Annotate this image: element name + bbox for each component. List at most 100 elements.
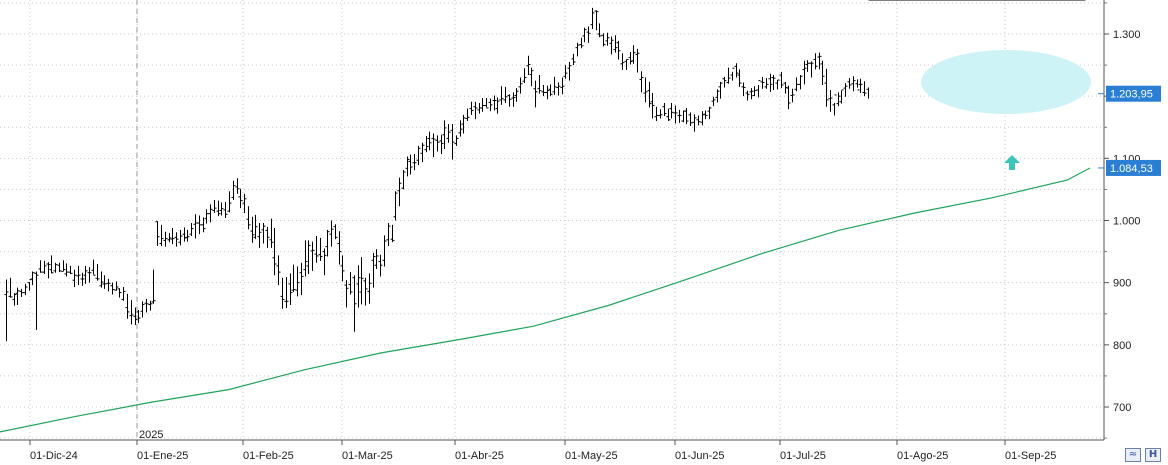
ohlc-bar: [813, 53, 818, 70]
ohlc-bar: [741, 82, 746, 97]
ohlc-bar: [155, 221, 160, 246]
ohlc-bar: [393, 191, 398, 221]
save-icon[interactable]: H: [1145, 448, 1161, 462]
ohlc-bar: [643, 77, 648, 103]
ohlc-bar: [333, 224, 338, 240]
ohlc-bar: [700, 111, 705, 126]
ohlc-bar: [492, 95, 497, 111]
ohlc-bar: [8, 277, 13, 298]
y-tick-label: 700: [1113, 402, 1131, 414]
ohlc-bar: [824, 68, 829, 107]
ohlc-bar: [227, 191, 232, 213]
ohlc-bar: [170, 227, 175, 245]
ohlc-bar: [461, 114, 466, 134]
ohlc-bar: [189, 222, 194, 237]
ohlc-bar: [121, 287, 126, 301]
ohlc-bar: [601, 33, 606, 47]
ohlc-bar: [469, 101, 474, 115]
ohlc-bar: [269, 218, 274, 248]
ohlc-bar: [250, 216, 255, 243]
ohlc-bar: [80, 272, 85, 286]
ohlc-bar: [654, 106, 659, 122]
ohlc-bar: [839, 89, 844, 104]
price-tags: 1.203,95 1.084,53: [1098, 85, 1161, 176]
ohlc-bar: [473, 101, 478, 120]
ohlc-bar: [136, 310, 141, 324]
ohlc-bar: [197, 215, 202, 235]
ohlc-bar: [790, 88, 795, 103]
ohlc-bar: [325, 229, 330, 257]
ohlc-bar: [253, 214, 258, 240]
ohlc-bar: [435, 135, 440, 152]
ohlc-bar: [42, 260, 47, 274]
ohlc-bar: [650, 93, 655, 119]
ohlc-bar: [208, 204, 213, 223]
ohlc-bar: [91, 259, 96, 276]
ohlc-bar: [677, 109, 682, 123]
ohlc-bar: [95, 264, 100, 281]
chart-type-button[interactable]: ≈: [1125, 448, 1141, 462]
ohlc-bar: [563, 65, 568, 79]
ohlc-bar: [367, 273, 372, 304]
ohlc-bar: [99, 271, 104, 288]
year-label: 2025: [139, 429, 163, 441]
ohlc-bar: [12, 293, 17, 306]
ohlc-bar: [110, 282, 115, 295]
ohlc-bar: [817, 52, 822, 70]
ohlc-bar: [582, 27, 587, 43]
ohlc-bar: [805, 60, 810, 72]
ohlc-bar: [631, 45, 636, 64]
ohlc-bar: [46, 262, 51, 279]
ohlc-bar: [480, 98, 485, 112]
ohlc-bar: [450, 124, 455, 160]
ohlc-bar: [779, 71, 784, 89]
ohlc-bar: [851, 76, 856, 92]
price-tag: 1.084,53: [1098, 159, 1161, 176]
ohlc-bar: [514, 88, 519, 102]
ohlc-bar: [322, 248, 327, 276]
ohlc-bar: [620, 53, 625, 71]
gridlines: [0, 0, 1104, 440]
ohlc-bar: [832, 94, 837, 116]
ohlc-bar: [27, 279, 32, 291]
ohlc-bar: [30, 271, 35, 286]
ohlc-bar: [378, 254, 383, 277]
ohlc-bar: [284, 277, 289, 309]
ohlc-bar: [306, 240, 311, 274]
ohlc-bar: [866, 0, 871, 99]
highlight-ellipse: [921, 50, 1091, 114]
ohlc-bar: [446, 124, 451, 143]
ohlc-bar: [129, 300, 134, 325]
ohlc-bar: [216, 200, 221, 217]
x-tick-label: 01-Ene-25: [137, 450, 188, 462]
ohlc-bar: [291, 264, 296, 292]
ohlc-bar: [734, 63, 739, 78]
ohlc-bar: [61, 260, 66, 272]
ohlc-bar: [579, 37, 584, 49]
ohlc-bar: [314, 236, 319, 263]
ohlc-bar: [72, 269, 77, 288]
ohlc-bar: [609, 36, 614, 55]
ohlc-bar: [193, 214, 198, 239]
ohlc-bar: [507, 94, 512, 107]
ohlc-bar: [715, 89, 720, 103]
ohlc-bar: [303, 240, 308, 277]
ohlc-bar: [424, 135, 429, 153]
ohlc-bar: [749, 88, 754, 100]
ohlc-bar: [855, 79, 860, 91]
ohlc-bar: [594, 10, 599, 31]
ohlc-bar: [280, 277, 285, 309]
ohlc-bar: [639, 71, 644, 93]
ohlc-bar: [235, 178, 240, 194]
ohlc-bar: [276, 255, 281, 286]
ohlc-bar: [454, 135, 459, 146]
ohlc-bar: [19, 288, 24, 297]
ohlc-bar: [212, 199, 217, 214]
ohlc-bar: [707, 106, 712, 120]
ohlc-bar: [688, 112, 693, 127]
ohlc-bar: [545, 85, 550, 100]
ohlc-bar: [344, 280, 349, 308]
ohlc-bar: [416, 145, 421, 166]
ohlc-bar: [556, 82, 561, 96]
ohlc-bar: [560, 77, 565, 95]
